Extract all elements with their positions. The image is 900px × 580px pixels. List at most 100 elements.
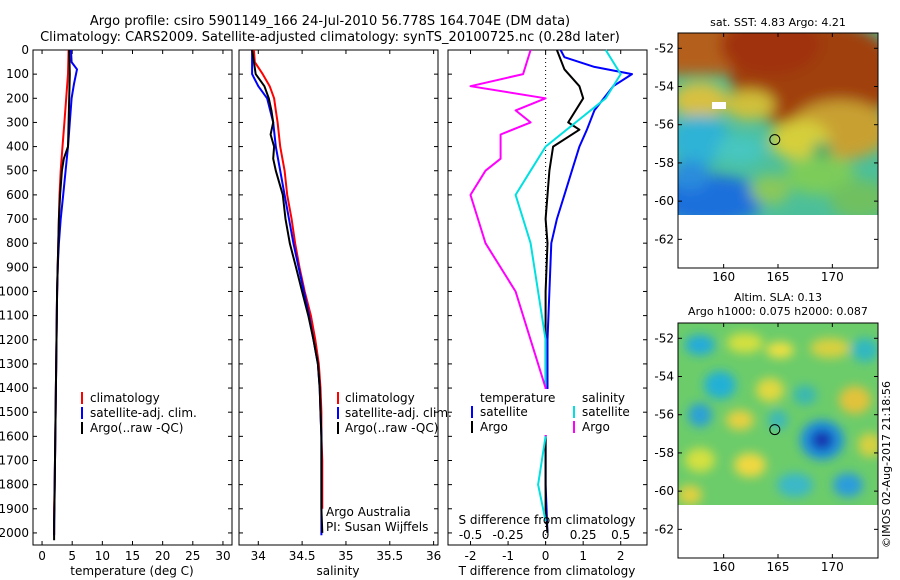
- sst-map-axes: -52 -54 -56 -58 -60 -62 160 165 170: [654, 33, 878, 284]
- series-line-salinity-argo: [469, 49, 547, 437]
- difference-panel-frame: [447, 49, 648, 546]
- credit-line2: PI: Susan Wijffels: [326, 520, 428, 534]
- map-y-tick-label: -60: [654, 194, 674, 208]
- x-tick-label: 35: [338, 549, 353, 563]
- y-tick-label: 200: [6, 91, 29, 105]
- sla-map-title1: Altim. SLA: 0.13: [734, 291, 822, 304]
- salinity-legend: climatology satellite-adj. clim. Argo(..…: [337, 391, 452, 435]
- legend-label-argo: Argo(..raw -QC): [345, 421, 438, 435]
- sla-map-title2: Argo h1000: 0.075 h2000: 0.087: [688, 305, 868, 318]
- map-x-tick-label: 170: [821, 560, 844, 574]
- map-x-tick-label: 165: [767, 560, 790, 574]
- credit-line1: Argo Australia: [326, 505, 411, 519]
- y-tick-label: 1500: [0, 405, 29, 419]
- map-y-tick-label: -62: [654, 232, 674, 246]
- sla-argo-marker: [769, 424, 781, 436]
- x-tick-label: 34.5: [289, 549, 316, 563]
- series-line-argo-raw-qc-: [53, 49, 71, 541]
- map-x-tick-label: 160: [712, 560, 735, 574]
- difference-legend: temperature salinity satellite Argo sate…: [457, 389, 630, 435]
- legend-label-climatology: climatology: [345, 391, 415, 405]
- sla-map-axes: -52 -54 -56 -58 -60 -62 160 165 170: [654, 323, 878, 574]
- y-tick-label: 400: [6, 140, 29, 154]
- legend-title-salinity: salinity: [582, 391, 625, 405]
- s-tick-label: 0.25: [570, 528, 597, 542]
- map-y-tick-label: -62: [654, 522, 674, 536]
- temperature-series: [53, 49, 78, 541]
- y-tick-label: 1400: [0, 381, 29, 395]
- sst-map-title: sat. SST: 4.83 Argo: 4.21: [710, 16, 846, 29]
- salinity-panel-frame: [238, 49, 439, 546]
- y-tick-label: 800: [6, 236, 29, 250]
- sst-field: [678, 33, 878, 215]
- map-x-tick-label: 160: [712, 270, 735, 284]
- y-tick-label: 700: [6, 212, 29, 226]
- map-y-tick-label: -52: [654, 41, 674, 55]
- legend-label-climatology: climatology: [90, 391, 160, 405]
- x-tick-label: -1: [502, 549, 514, 563]
- y-tick-label: 500: [6, 164, 29, 178]
- x-tick-label: 10: [95, 549, 110, 563]
- x-tick-label: 30: [215, 549, 230, 563]
- map-y-tick-label: -56: [654, 118, 674, 132]
- y-tick-label: 1000: [0, 284, 29, 298]
- y-tick-label: 300: [6, 115, 29, 129]
- sst-map: [678, 33, 878, 215]
- y-tick-label: 1600: [0, 429, 29, 443]
- x-tick-label: 0: [542, 549, 550, 563]
- y-tick-label: 1700: [0, 453, 29, 467]
- legend-label-argo: Argo(..raw -QC): [90, 421, 183, 435]
- x-tick-label: 2: [617, 549, 625, 563]
- y-tick-label: 100: [6, 67, 29, 81]
- legend-label-t-argo: Argo: [480, 420, 508, 434]
- header-line1: Argo profile: csiro 5901149_166 24-Jul-2…: [90, 14, 570, 29]
- map-y-tick-label: -52: [654, 331, 674, 345]
- series-line-climatology: [252, 49, 324, 509]
- y-tick-label: 1100: [0, 309, 29, 323]
- header-line2: Climatology: CARS2009. Satellite-adjuste…: [40, 30, 620, 45]
- map-y-tick-label: -58: [654, 156, 674, 170]
- temperature-panel-frame: [32, 49, 233, 546]
- salinity-axes: 34 34.5 35 35.5 36: [239, 49, 441, 563]
- y-tick-label: 900: [6, 260, 29, 274]
- temperature-xlabel: temperature (deg C): [70, 564, 193, 578]
- x-tick-label: 35.5: [376, 549, 403, 563]
- legend-label-s-argo: Argo: [582, 420, 610, 434]
- map-x-tick-label: 165: [767, 270, 790, 284]
- x-tick-label: 36: [426, 549, 441, 563]
- legend-label-satellite: satellite-adj. clim.: [90, 406, 197, 420]
- y-tick-label: 1300: [0, 357, 29, 371]
- legend-title-temperature: temperature: [480, 391, 555, 405]
- sst-argo-marker: [769, 134, 781, 146]
- map-y-tick-label: -56: [654, 408, 674, 422]
- y-tick-label: 1900: [0, 502, 29, 516]
- salinity-series: [251, 49, 324, 536]
- s-tick-label: 0.5: [611, 528, 630, 542]
- temperature-axes: 0100200300400500600700800900100011001200…: [0, 43, 232, 563]
- map-y-tick-label: -54: [654, 369, 674, 383]
- y-tick-label: 2000: [0, 526, 29, 540]
- legend-label-s-satellite: satellite: [582, 405, 630, 419]
- difference-series: [469, 49, 633, 533]
- watermark: ©IMOS 02-Aug-2017 21:18:56: [880, 381, 893, 548]
- legend-label-t-satellite: satellite: [480, 405, 528, 419]
- series-line-temperature-argo: [544, 49, 585, 533]
- sla-field: [678, 333, 878, 505]
- x-tick-label: 0: [38, 549, 46, 563]
- series-line-argo-raw-qc-: [251, 49, 324, 533]
- salinity-xlabel: salinity: [316, 564, 359, 578]
- series-line-satellite-adj-clim-: [251, 50, 323, 536]
- y-tick-label: 1200: [0, 333, 29, 347]
- x-tick-label: 25: [185, 549, 200, 563]
- t-difference-xlabel: T difference from climatology: [458, 564, 636, 578]
- x-tick-label: 5: [68, 549, 76, 563]
- x-tick-label: -2: [465, 549, 477, 563]
- map-x-tick-label: 170: [821, 270, 844, 284]
- x-tick-label: 1: [579, 549, 587, 563]
- y-tick-label: 0: [21, 43, 29, 57]
- x-tick-label: 34: [251, 549, 266, 563]
- s-tick-label: -0.25: [493, 528, 524, 542]
- y-tick-label: 1800: [0, 478, 29, 492]
